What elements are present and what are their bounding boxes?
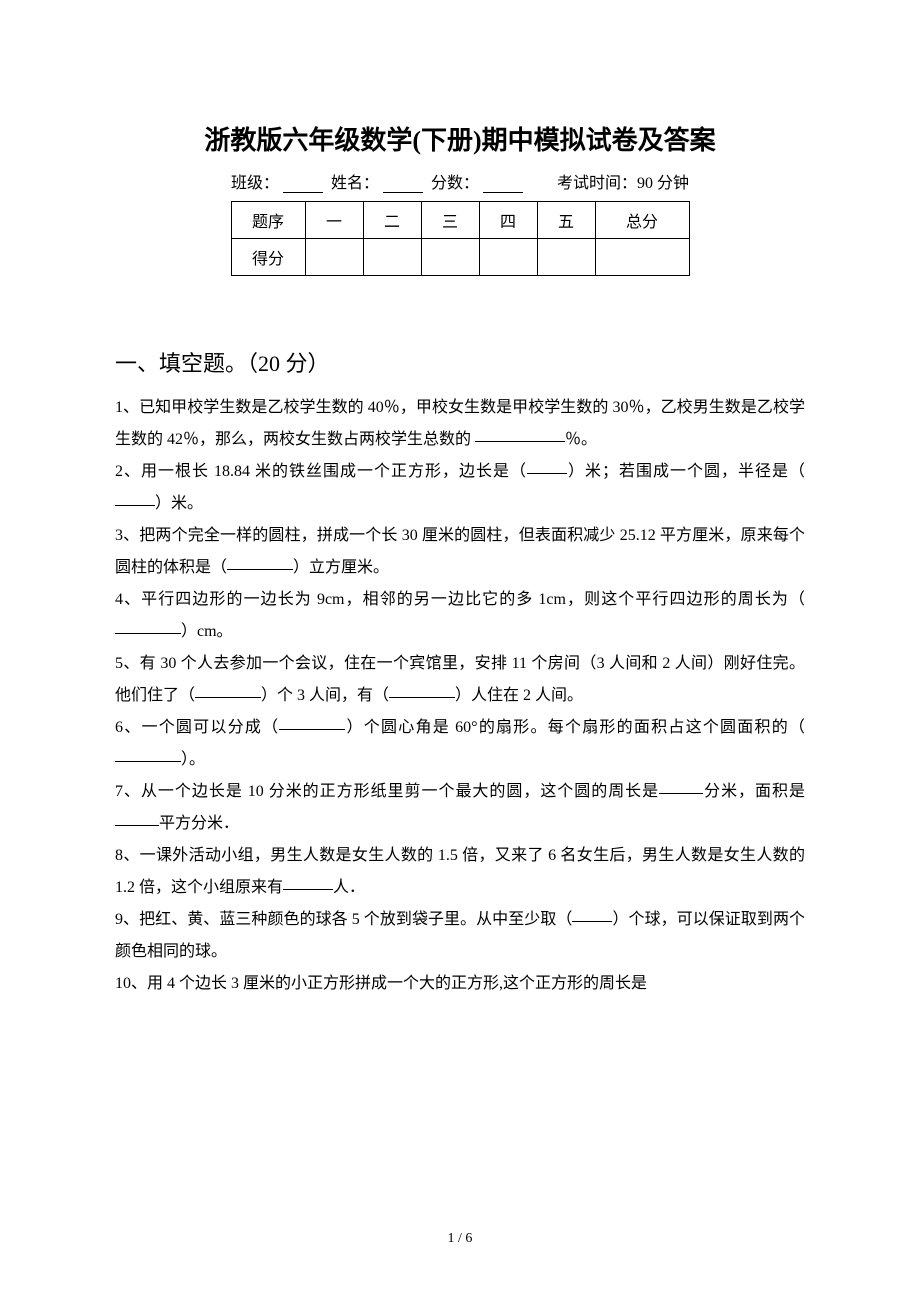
q9-text-a: 9、把红、黄、蓝三种颜色的球各 5 个放到袋子里。从中至少取（ [115,911,572,928]
q5-text-b: ）个 3 人间，有（ [261,687,389,704]
q8-text-b: 人． [333,879,365,896]
question-10: 10、用 4 个边长 3 厘米的小正方形拼成一个大的正方形,这个正方形的周长是 [115,968,805,1000]
section-title: 一、填空题。（20 分） [115,346,805,378]
q6-text-c: ）。 [181,751,205,768]
table-cell: 得分 [231,239,305,276]
q3-text-b: ）立方厘米。 [293,559,389,576]
q6-text-a: 6、一个圆可以分成（ [115,719,279,736]
blank [527,473,567,474]
table-cell [363,239,421,276]
blank [115,825,159,826]
table-cell [421,239,479,276]
question-9: 9、把红、黄、蓝三种颜色的球各 5 个放到袋子里。从中至少取（）个球，可以保证取… [115,904,805,968]
q5-text-c: ）人住在 2 人间。 [455,687,583,704]
blank [389,697,455,698]
blank [475,441,565,442]
question-2: 2、用一根长 18.84 米的铁丝围成一个正方形，边长是（ ）米；若围成一个圆，半… [115,456,805,520]
table-cell: 题序 [231,202,305,239]
q7-text-c: 平方分米． [159,815,239,832]
question-4: 4、平行四边形的一边长为 9cm，相邻的另一边比它的多 1cm，则这个平行四边形… [115,584,805,648]
score-label: 分数： [431,175,479,192]
q3-text-a: 3、把两个完全一样的圆柱，拼成一个长 30 厘米的圆柱，但表面积减少 25.12… [115,527,805,576]
q4-text-a: 4、平行四边形的一边长为 9cm，相邻的另一边比它的多 1cm，则这个平行四边形… [115,591,805,608]
table-cell [479,239,537,276]
table-cell: 三 [421,202,479,239]
table-cell [595,239,689,276]
blank [279,729,345,730]
q8-text-a: 8、一课外活动小组，男生人数是女生人数的 1.5 倍，又来了 6 名女生后，男生… [115,847,805,896]
table-cell [305,239,363,276]
question-7: 7、从一个边长是 10 分米的正方形纸里剪一个最大的圆，这个圆的周长是 分米，面积… [115,776,805,840]
question-3: 3、把两个完全一样的圆柱，拼成一个长 30 厘米的圆柱，但表面积减少 25.12… [115,520,805,584]
questions-block: 1、已知甲校学生数是乙校学生数的 40％，甲校女生数是甲校学生数的 30％，乙校… [115,392,805,1000]
table-row: 题序 一 二 三 四 五 总分 [231,202,689,239]
class-blank [283,192,323,193]
q1-text-b: ％。 [565,431,597,448]
exam-time: 考试时间：90 分钟 [557,175,689,192]
q4-text-b: ）cm。 [181,623,233,640]
q2-text-a: 2、用一根长 18.84 米的铁丝围成一个正方形，边长是（ [115,463,527,480]
score-table: 题序 一 二 三 四 五 总分 得分 [231,201,690,276]
name-blank [383,192,423,193]
q10-text: 10、用 4 个边长 3 厘米的小正方形拼成一个大的正方形,这个正方形的周长是 [115,975,647,992]
blank [227,569,293,570]
question-6: 6、一个圆可以分成（ ）个圆心角是 60°的扇形。每个扇形的面积占这个圆面积的（ ）… [115,712,805,776]
q7-text-a: 7、从一个边长是 10 分米的正方形纸里剪一个最大的圆，这个圆的周长是 [115,783,659,800]
table-cell [537,239,595,276]
table-cell: 二 [363,202,421,239]
info-line: 班级： 姓名： 分数： 考试时间：90 分钟 [115,169,805,193]
table-cell: 五 [537,202,595,239]
question-1: 1、已知甲校学生数是乙校学生数的 40％，甲校女生数是甲校学生数的 30％，乙校… [115,392,805,456]
q2-text-b: ）米；若围成一个圆，半径是（ [567,463,805,480]
q6-text-b: ）个圆心角是 60°的扇形。每个扇形的面积占这个圆面积的（ [345,719,805,736]
page-title: 浙教版六年级数学(下册)期中模拟试卷及答案 [115,120,805,157]
table-cell: 一 [305,202,363,239]
blank [115,505,155,506]
name-label: 姓名： [331,175,379,192]
table-cell: 总分 [595,202,689,239]
blank [283,889,333,890]
q1-text-a: 1、已知甲校学生数是乙校学生数的 40％，甲校女生数是甲校学生数的 30％，乙校… [115,399,805,448]
q7-text-b: 分米，面积是 [703,783,805,800]
question-8: 8、一课外活动小组，男生人数是女生人数的 1.5 倍，又来了 6 名女生后，男生… [115,840,805,904]
page-footer: 1 / 6 [0,1231,920,1247]
q2-text-c: ）米。 [155,495,203,512]
blank [115,761,181,762]
blank [115,633,181,634]
blank [659,793,703,794]
score-blank [483,192,523,193]
blank [195,697,261,698]
blank [572,921,612,922]
table-row: 得分 [231,239,689,276]
question-5: 5、有 30 个人去参加一个会议，住在一个宾馆里，安排 11 个房间（3 人间和… [115,648,805,712]
class-label: 班级： [231,175,279,192]
table-cell: 四 [479,202,537,239]
